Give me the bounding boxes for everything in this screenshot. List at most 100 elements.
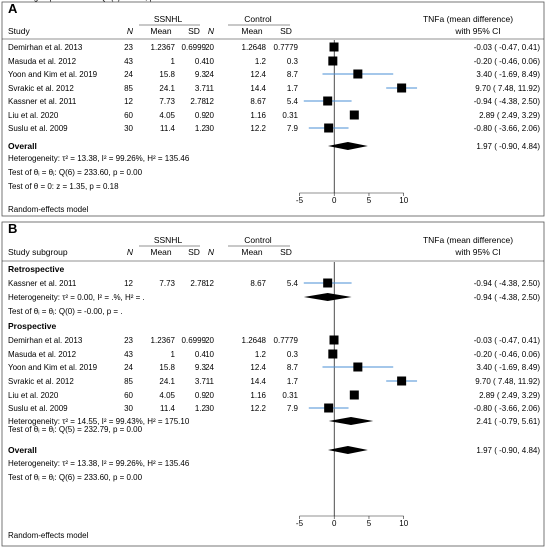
- x-axis-tick-label: 5: [367, 519, 372, 528]
- study-label: Svrakic et al. 2012: [8, 377, 74, 386]
- sd2-header: SD: [280, 247, 292, 257]
- mean1-value: 24.1: [159, 84, 175, 93]
- effect-ci-value: 9.70 ( 7.48, 11.92): [475, 377, 540, 386]
- mean2-value: 12.2: [250, 404, 266, 413]
- sd1-value: 0.9: [195, 111, 207, 120]
- effect-ci-value: -0.94 ( -4.38, 2.50): [474, 293, 541, 302]
- group2-header: Control: [244, 235, 272, 245]
- n2-value: 30: [205, 124, 214, 133]
- mean2-value: 12.4: [250, 70, 266, 79]
- n1-value: 60: [124, 391, 133, 400]
- mean2-value: 1.2648: [242, 336, 267, 345]
- sd2-value: 0.31: [282, 391, 298, 400]
- pooled-label: Heterogeneity: τ² = 14.55, I² = 99.43%, …: [8, 417, 190, 426]
- pooled-diamond: [303, 293, 352, 301]
- effect-ci-value: -0.03 ( -0.47, 0.41): [474, 336, 541, 345]
- effect-ci-value: 9.70 ( 7.48, 11.92): [475, 84, 540, 93]
- model-footer: Random-effects model: [8, 531, 89, 540]
- x-axis-tick-label: 0: [332, 196, 337, 205]
- point-estimate-marker: [328, 56, 338, 66]
- n2-value: 20: [205, 111, 214, 120]
- stat-note: Heterogeneity: τ² = 13.38, I² = 99.26%, …: [8, 154, 190, 163]
- mean2-value: 1.2: [255, 350, 267, 359]
- sd1-value: 0.6999: [182, 43, 207, 52]
- sd1-value: 9.3: [195, 363, 207, 372]
- mean1-value: 7.73: [159, 97, 175, 106]
- x-axis-tick-label: 10: [399, 196, 408, 205]
- mean2-value: 12.4: [250, 363, 266, 372]
- point-estimate-marker: [324, 123, 334, 133]
- pooled-label: Heterogeneity: τ² = 0.00, I² = .%, H² = …: [8, 293, 145, 302]
- n1-value: 23: [124, 336, 133, 345]
- subgroup-header: Prospective: [8, 321, 56, 331]
- n1-value: 85: [124, 84, 133, 93]
- n2-header: N: [208, 247, 215, 257]
- effect-ci-value: -0.94 ( -4.38, 2.50): [474, 279, 541, 288]
- subgroup-header: Retrospective: [8, 264, 64, 274]
- n1-value: 60: [124, 111, 133, 120]
- stat-note: Test of θᵢ = θⱼ: Q(6) = 233.60, p = 0.00: [8, 168, 143, 177]
- sd2-value: 0.3: [287, 350, 299, 359]
- stat-note: Test of θᵢ = θⱼ: Q(0) = -0.00, p = .: [8, 307, 123, 316]
- panel-label: B: [8, 221, 17, 236]
- point-estimate-marker: [349, 110, 359, 120]
- sd2-value: 0.7779: [274, 336, 299, 345]
- effect-ci-value: 1.97 ( -0.90, 4.84): [476, 446, 540, 455]
- sd2-value: 0.3: [287, 57, 299, 66]
- n1-value: 85: [124, 377, 133, 386]
- stat-note: Test of θᵢ = θⱼ: Q(6) = 233.60, p = 0.00: [8, 473, 143, 482]
- model-footer: Random-effects model: [8, 205, 89, 214]
- point-estimate-marker: [324, 403, 334, 413]
- effect-header: TNFa (mean difference): [423, 235, 513, 245]
- study-label: Demirhan et al. 2013: [8, 336, 83, 345]
- sd2-value: 5.4: [287, 97, 299, 106]
- mean1-value: 1.2367: [151, 43, 176, 52]
- mean2-value: 1.2: [255, 57, 267, 66]
- sd1-value: 9.3: [195, 70, 207, 79]
- study-label: Masuda et al. 2012: [8, 57, 77, 66]
- stat-note: Test of group differences: Qb(1) = 1.96,…: [8, 0, 179, 2]
- panel-frame: [1, 221, 545, 547]
- sd2-value: 7.9: [287, 404, 299, 413]
- n1-value: 12: [124, 279, 133, 288]
- effect-ci-value: -0.94 ( -4.38, 2.50): [474, 97, 541, 106]
- effect-ci-value: -0.20 ( -0.46, 0.06): [474, 57, 541, 66]
- mean2-value: 1.2648: [242, 43, 267, 52]
- mean1-value: 24.1: [159, 377, 175, 386]
- sd2-value: 0.7779: [274, 43, 299, 52]
- n2-value: 10: [205, 350, 214, 359]
- panel-label: A: [8, 1, 18, 16]
- pooled-diamond: [327, 446, 368, 454]
- study-label: Liu et al. 2020: [8, 391, 59, 400]
- n1-value: 12: [124, 97, 133, 106]
- group2-header: Control: [244, 14, 272, 24]
- point-estimate-marker: [349, 390, 359, 400]
- n2-value: 20: [205, 43, 214, 52]
- effect-subheader: with 95% CI: [454, 26, 500, 36]
- effect-ci-value: -0.80 ( -3.66, 2.06): [474, 404, 541, 413]
- group1-header: SSNHL: [154, 14, 183, 24]
- sd1-value: 3.7: [195, 377, 207, 386]
- n1-header: N: [127, 26, 134, 36]
- pooled-label: Overall: [8, 141, 37, 151]
- mean1-value: 1.2367: [151, 336, 176, 345]
- stat-note: Heterogeneity: τ² = 13.38, I² = 99.26%, …: [8, 459, 190, 468]
- mean2-value: 1.16: [250, 391, 266, 400]
- sd1-value: 3.7: [195, 84, 207, 93]
- n2-value: 11: [206, 84, 215, 93]
- sd1-value: 1.2: [195, 404, 207, 413]
- effect-ci-value: 2.89 ( 2.49, 3.29): [479, 111, 540, 120]
- x-axis-tick-label: -5: [296, 519, 304, 528]
- mean2-value: 8.67: [250, 279, 266, 288]
- mean2-header: Mean: [241, 247, 263, 257]
- mean2-value: 12.2: [250, 124, 266, 133]
- x-axis-tick-label: 10: [399, 519, 408, 528]
- mean1-value: 7.73: [159, 279, 175, 288]
- sd1-header: SD: [188, 26, 200, 36]
- study-label: Suslu et al. 2009: [8, 404, 68, 413]
- study-label: Demirhan et al. 2013: [8, 43, 83, 52]
- sd1-value: 0.4: [195, 350, 207, 359]
- mean1-value: 4.05: [159, 111, 175, 120]
- effect-ci-value: 2.89 ( 2.49, 3.29): [479, 391, 540, 400]
- sd2-value: 1.7: [287, 377, 299, 386]
